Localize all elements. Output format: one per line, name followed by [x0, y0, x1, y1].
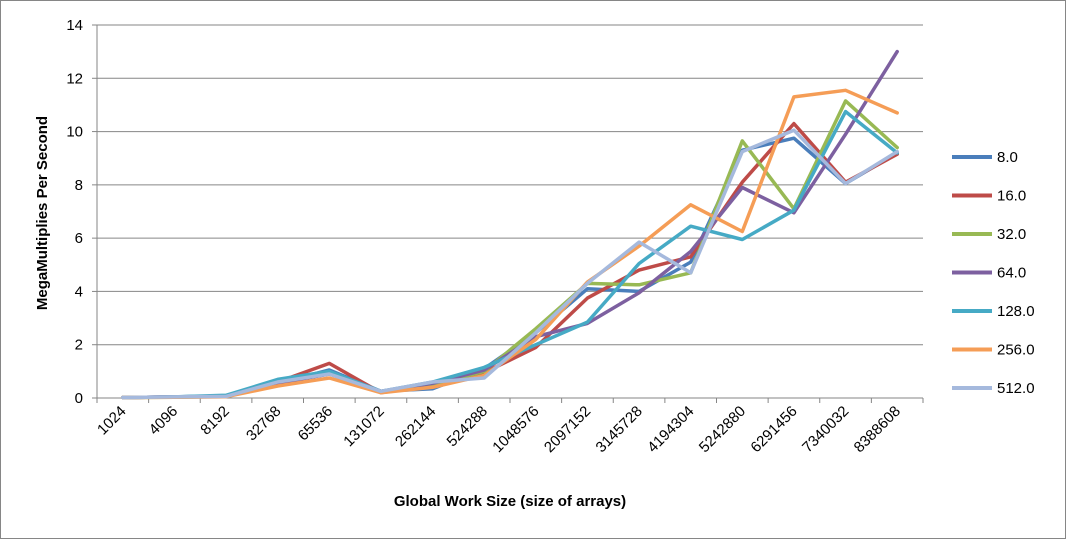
legend-label: 16.0: [997, 188, 1026, 205]
y-axis: 0 2 4 6 8 10 12 14: [66, 17, 98, 407]
x-tick-label: 262144: [392, 403, 439, 450]
y-tick-label: 14: [66, 17, 83, 34]
gridlines: [97, 24, 923, 346]
x-tick-label: 1048576: [489, 403, 542, 456]
legend-label: 256.0: [997, 342, 1035, 359]
x-axis-title: Global Work Size (size of arrays): [394, 493, 626, 510]
x-tick-label: 65536: [295, 403, 337, 445]
legend-label: 128.0: [997, 303, 1035, 320]
y-tick-label: 2: [75, 337, 83, 354]
x-tick-label: 4096: [146, 403, 182, 439]
x-tick-label: 8388608: [851, 403, 904, 456]
y-tick-label: 4: [75, 283, 83, 300]
x-axis: 1024 4096 8192 32768 65536 131072 262144 524288…: [94, 397, 924, 456]
x-tick-label: 1024: [94, 403, 130, 439]
legend: 8.0 16.0 32.0 64.0 128.0 256.0 512.0: [952, 149, 1035, 397]
x-tick-label: 32768: [243, 403, 285, 445]
x-tick-label: 131072: [340, 403, 387, 450]
y-tick-label: 10: [66, 124, 83, 141]
x-tick-label: 524288: [444, 403, 491, 450]
y-tick-label: 0: [75, 390, 83, 407]
y-tick-label: 12: [66, 70, 83, 87]
x-tick-label: 3145728: [593, 403, 646, 456]
series-line-64-0: [121, 49, 899, 400]
legend-label: 32.0: [997, 226, 1026, 243]
y-tick-label: 6: [75, 230, 83, 247]
x-tick-label: 6291456: [747, 403, 800, 456]
series-lines: [121, 49, 899, 400]
x-tick-label: 4194304: [644, 403, 697, 456]
x-tick-label: 7340032: [799, 403, 852, 456]
y-tick-label: 8: [75, 177, 83, 194]
y-axis-title: MegaMultiplies Per Second: [34, 116, 51, 310]
legend-label: 8.0: [997, 149, 1018, 166]
x-tick-label: 2097152: [541, 403, 594, 456]
x-tick-label: 5242880: [696, 403, 749, 456]
x-tick-label: 8192: [197, 403, 233, 439]
legend-label: 512.0: [997, 380, 1035, 397]
series-line-512-0: [121, 128, 899, 400]
legend-label: 64.0: [997, 265, 1026, 282]
